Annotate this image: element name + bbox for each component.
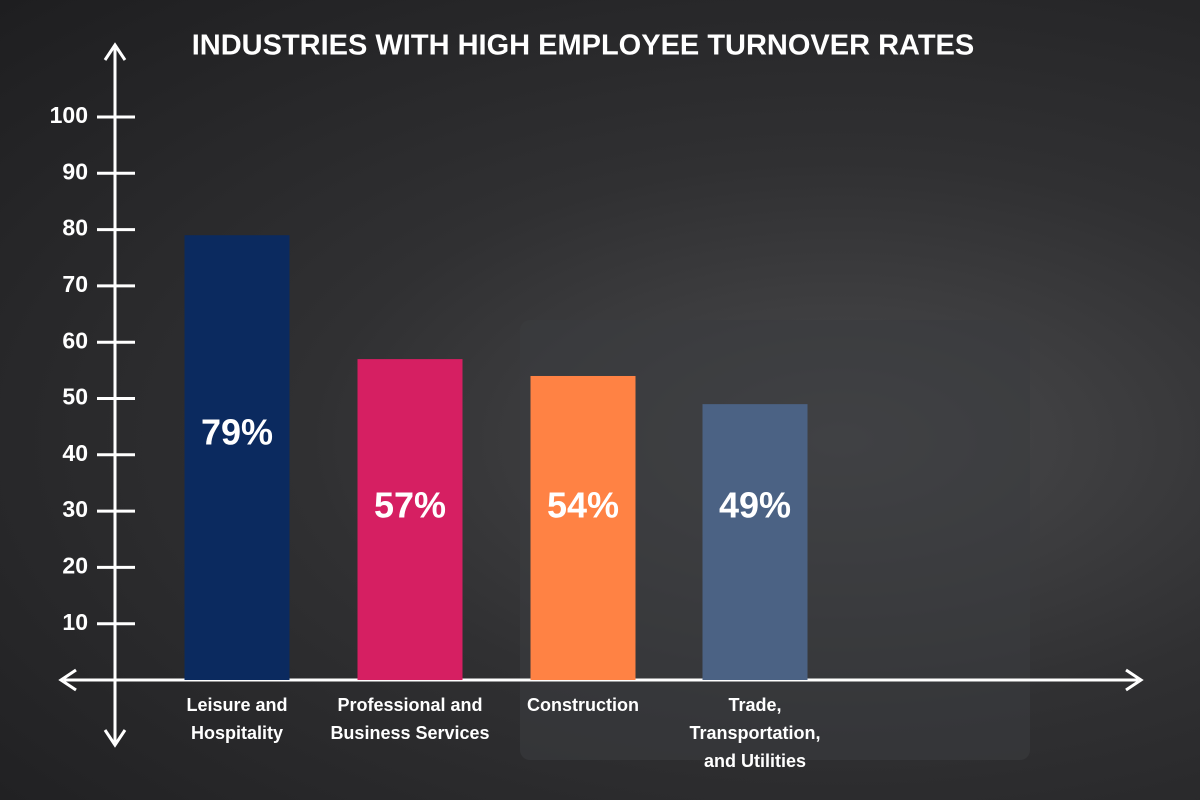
y-tick-label: 70 — [62, 271, 88, 297]
y-tick-label: 80 — [62, 215, 88, 241]
x-tick-label: Leisure and Hospitality — [186, 695, 288, 743]
x-tick-label: Construction — [527, 695, 639, 715]
bar — [702, 404, 808, 680]
y-tick-label: 90 — [62, 158, 88, 184]
y-axis-arrows — [103, 42, 127, 748]
y-tick-label: 40 — [62, 440, 88, 466]
y-tick-label: 10 — [62, 609, 88, 635]
bar — [530, 375, 636, 680]
bar — [184, 235, 290, 681]
value-label: 57% — [374, 485, 446, 526]
value-label: 54% — [547, 485, 619, 526]
bar — [357, 359, 463, 680]
x-tick-label: Professional and Business Services — [330, 695, 490, 743]
value-label: 49% — [719, 485, 791, 526]
y-tick-label: 100 — [50, 102, 88, 128]
x-axis-arrows — [58, 668, 1144, 692]
y-tick-label: 50 — [62, 384, 88, 410]
value-label: 79% — [201, 412, 273, 453]
chart-title: INDUSTRIES WITH HIGH EMPLOYEE TURNOVER R… — [192, 30, 975, 62]
y-tick-label: 20 — [62, 552, 88, 578]
x-tick-label: Trade, Transportation, and Utilities — [689, 695, 821, 771]
y-tick-label: 30 — [62, 496, 88, 522]
y-tick-label: 60 — [62, 327, 88, 353]
